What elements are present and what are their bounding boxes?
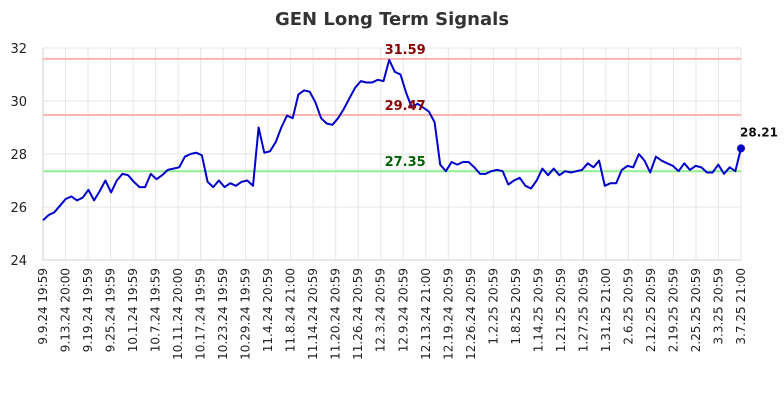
- x-tick-label: 12.3.24 20:59: [374, 268, 388, 352]
- last-price-label: 28.21: [740, 125, 778, 139]
- x-tick-label: 12.19.24 20:59: [441, 268, 455, 360]
- x-tick-label: 3.7.25 21:00: [734, 268, 748, 345]
- x-tick-label: 11.8.24 21:00: [284, 268, 298, 352]
- x-tick-label: 12.26.24 20:59: [464, 268, 478, 360]
- chart-title: GEN Long Term Signals: [275, 9, 509, 30]
- x-tick-label: 2.12.25 20:59: [644, 268, 658, 352]
- x-tick-label: 1.8.25 20:59: [509, 268, 523, 345]
- x-tick-label: 10.11.24 20:00: [171, 268, 185, 360]
- x-tick-label: 12.13.24 21:00: [419, 268, 433, 360]
- x-tick-label: 3.3.25 20:59: [711, 268, 725, 345]
- x-tick-label: 2.25.25 20:59: [689, 268, 703, 352]
- grid: [42, 47, 742, 261]
- signal-label-lower: 27.35: [385, 155, 426, 170]
- signal-lines: [43, 57, 741, 173]
- labels: 31.59 29.47 27.35 28.21: [385, 43, 778, 170]
- y-tick-label: 30: [10, 95, 27, 110]
- y-tick-label: 26: [10, 201, 27, 216]
- x-tick-label: 1.2.25 20:59: [486, 268, 500, 345]
- x-tick-label: 1.21.25 20:59: [554, 268, 568, 352]
- price-line: [42, 58, 742, 222]
- x-tick-label: 1.31.25 21:00: [599, 268, 613, 352]
- x-tick-label: 2.6.25 20:59: [621, 268, 635, 345]
- x-tick-label: 10.1.24 19:59: [126, 268, 140, 352]
- x-tick-label: 9.19.24 19:59: [81, 268, 95, 352]
- last-price-point: [737, 144, 745, 153]
- x-tick-label: 10.29.24 19:59: [239, 268, 253, 360]
- x-tick-label: 10.7.24 19:59: [149, 268, 163, 352]
- y-tick-label: 28: [10, 148, 27, 163]
- x-tick-label: 10.23.24 19:59: [216, 268, 230, 360]
- x-tick-label: 12.9.24 20:59: [396, 268, 410, 352]
- x-tick-label: 1.14.25 20:59: [531, 268, 545, 352]
- axes: 24 26 28 30 32 9.9.24 19:59 9.13.24 20:00 9.19.…: [10, 42, 748, 360]
- x-tick-label: 9.13.24 20:00: [59, 268, 73, 352]
- x-tick-label: 10.17.24 19:59: [194, 268, 208, 360]
- signal-label-upper: 31.59: [385, 43, 426, 58]
- y-tick-label: 32: [10, 42, 27, 57]
- y-tick-label: 24: [10, 254, 27, 269]
- x-tick-label: 11.20.24 20:59: [329, 268, 343, 360]
- x-tick-label: 2.19.25 20:59: [666, 268, 680, 352]
- signal-label-upper: 29.47: [385, 99, 426, 114]
- x-tick-label: 11.4.24 20:59: [261, 268, 275, 352]
- series-layer: [42, 58, 745, 222]
- x-tick-label: 11.14.24 20:59: [306, 268, 320, 360]
- x-tick-label: 11.26.24 20:59: [351, 268, 365, 360]
- x-tick-label: 1.27.25 20:59: [576, 268, 590, 352]
- x-tick-label: 9.9.24 19:59: [36, 268, 50, 345]
- x-tick-label: 9.25.24 19:59: [104, 268, 118, 352]
